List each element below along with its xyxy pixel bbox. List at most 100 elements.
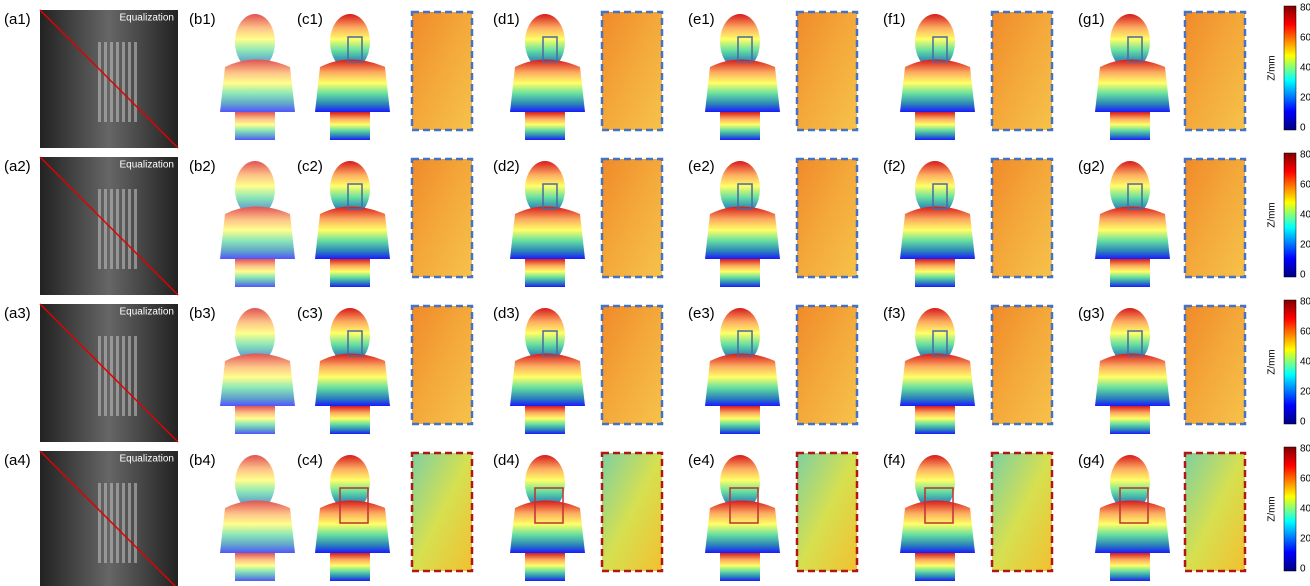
reconstruction-b bbox=[220, 308, 295, 434]
colorbar-label: Z/mm bbox=[1267, 202, 1278, 228]
reconstruction bbox=[1095, 161, 1170, 287]
bust-body bbox=[220, 501, 295, 554]
bust-base bbox=[330, 406, 370, 434]
fringe bbox=[128, 42, 131, 122]
bust-base bbox=[1110, 259, 1150, 287]
colorbar-label: Z/mm bbox=[1267, 55, 1278, 81]
reconstruction bbox=[510, 308, 585, 434]
bust-body bbox=[220, 60, 295, 113]
fringe bbox=[104, 189, 107, 269]
colorbar-tick: 40 bbox=[1300, 210, 1310, 221]
bust-body bbox=[315, 207, 390, 260]
fringe bbox=[98, 189, 101, 269]
zoom-view bbox=[992, 306, 1052, 424]
reconstruction bbox=[510, 455, 585, 581]
panel-label: (g4) bbox=[1078, 452, 1105, 469]
fringe bbox=[128, 336, 131, 416]
zoom-view bbox=[412, 306, 472, 424]
bust-base bbox=[915, 553, 955, 581]
colorbar-tick: 60 bbox=[1300, 327, 1310, 338]
colorbar bbox=[1284, 6, 1296, 130]
bust-base bbox=[915, 406, 955, 434]
colorbar bbox=[1284, 447, 1296, 571]
zoom-view bbox=[992, 159, 1052, 277]
zoom-view bbox=[602, 306, 662, 424]
fringe bbox=[134, 483, 137, 563]
bust-body bbox=[705, 501, 780, 554]
zoom-view bbox=[797, 306, 857, 424]
reconstruction bbox=[1095, 455, 1170, 581]
zoom-view bbox=[1185, 159, 1245, 277]
bust-body bbox=[315, 501, 390, 554]
panel-label: (f4) bbox=[883, 452, 906, 469]
bust-body bbox=[1095, 501, 1170, 554]
reconstruction bbox=[315, 308, 390, 434]
fringe bbox=[98, 483, 101, 563]
reconstruction bbox=[900, 455, 975, 581]
bust-body bbox=[705, 60, 780, 113]
panel-label: (f3) bbox=[883, 305, 906, 322]
fringe bbox=[134, 189, 137, 269]
zoom-view bbox=[602, 159, 662, 277]
bust-base bbox=[915, 259, 955, 287]
reconstruction-b bbox=[220, 14, 295, 140]
bust-base bbox=[525, 406, 565, 434]
zoom-view bbox=[602, 453, 662, 571]
bust-base bbox=[525, 553, 565, 581]
colorbar-tick: 0 bbox=[1300, 123, 1306, 134]
panel-label: (c3) bbox=[297, 305, 323, 322]
zoom-view bbox=[992, 453, 1052, 571]
bust-body bbox=[900, 60, 975, 113]
fringe bbox=[122, 42, 125, 122]
reconstruction bbox=[510, 161, 585, 287]
reconstruction bbox=[900, 308, 975, 434]
bust-body bbox=[900, 354, 975, 407]
panel-label: (e4) bbox=[688, 452, 715, 469]
bust-base bbox=[235, 406, 275, 434]
panel-label: (a2) bbox=[4, 158, 31, 175]
fringe bbox=[122, 336, 125, 416]
panel-label: (a1) bbox=[4, 11, 31, 28]
bust-base bbox=[235, 259, 275, 287]
panel-label: (b2) bbox=[189, 158, 216, 175]
panel-label: (e3) bbox=[688, 305, 715, 322]
bust-base bbox=[525, 112, 565, 140]
colorbar-tick: 40 bbox=[1300, 63, 1310, 74]
panel-label: (f1) bbox=[883, 11, 906, 28]
fringe bbox=[134, 42, 137, 122]
zoom-view bbox=[1185, 12, 1245, 130]
bust-body bbox=[1095, 60, 1170, 113]
colorbar-tick: 20 bbox=[1300, 240, 1310, 251]
fringe bbox=[134, 336, 137, 416]
bust-base bbox=[330, 259, 370, 287]
reconstruction bbox=[315, 14, 390, 140]
reconstruction bbox=[705, 455, 780, 581]
bust-body bbox=[315, 354, 390, 407]
colorbar-tick: 40 bbox=[1300, 504, 1310, 515]
bust-body bbox=[900, 501, 975, 554]
fringe bbox=[128, 189, 131, 269]
bust-base bbox=[235, 112, 275, 140]
reconstruction-b bbox=[220, 455, 295, 581]
reconstruction bbox=[1095, 308, 1170, 434]
bust-base bbox=[1110, 112, 1150, 140]
colorbar-label: Z/mm bbox=[1267, 349, 1278, 375]
panel-label: (a3) bbox=[4, 305, 31, 322]
bust-base bbox=[720, 259, 760, 287]
zoom-view bbox=[412, 159, 472, 277]
panel-label: (d1) bbox=[493, 11, 520, 28]
panel-label: (c2) bbox=[297, 158, 323, 175]
bust-base bbox=[720, 112, 760, 140]
panel-label: (c1) bbox=[297, 11, 323, 28]
colorbar-tick: 40 bbox=[1300, 357, 1310, 368]
colorbar-tick: 60 bbox=[1300, 33, 1310, 44]
colorbar-tick: 80 bbox=[1300, 150, 1310, 161]
bust-base bbox=[915, 112, 955, 140]
bust-body bbox=[220, 354, 295, 407]
bust-body bbox=[510, 207, 585, 260]
bust-body bbox=[220, 207, 295, 260]
reconstruction bbox=[315, 161, 390, 287]
overlay-label: Equalization bbox=[120, 307, 174, 318]
colorbar-tick: 80 bbox=[1300, 297, 1310, 308]
bust-base bbox=[330, 553, 370, 581]
